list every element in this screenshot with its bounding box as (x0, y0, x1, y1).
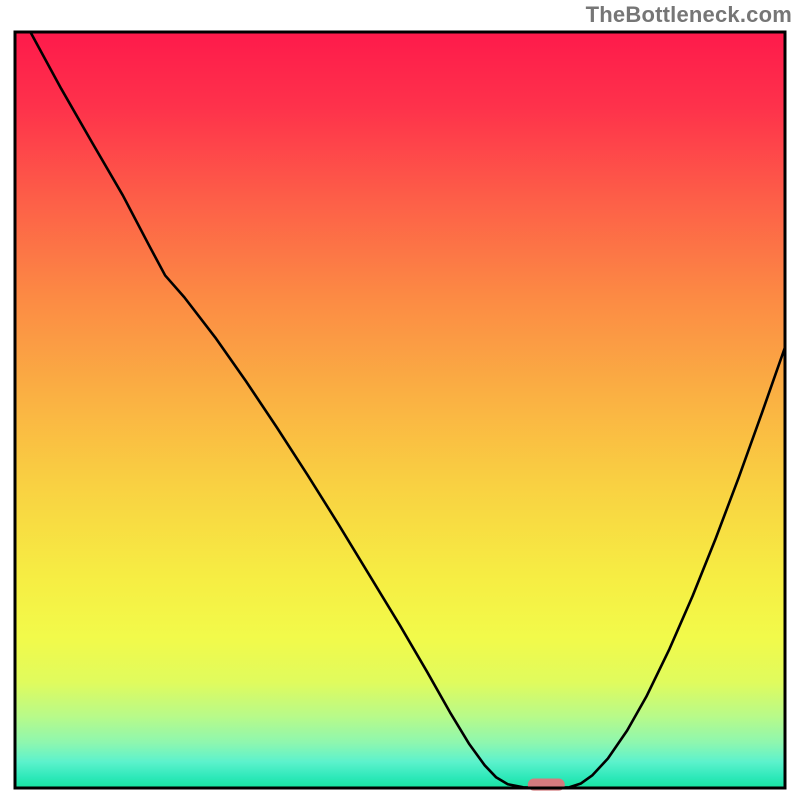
chart-container: TheBottleneck.com (0, 0, 800, 800)
plot-background (15, 32, 785, 788)
watermark-text: TheBottleneck.com (586, 2, 792, 28)
bottleneck-chart (0, 0, 800, 800)
